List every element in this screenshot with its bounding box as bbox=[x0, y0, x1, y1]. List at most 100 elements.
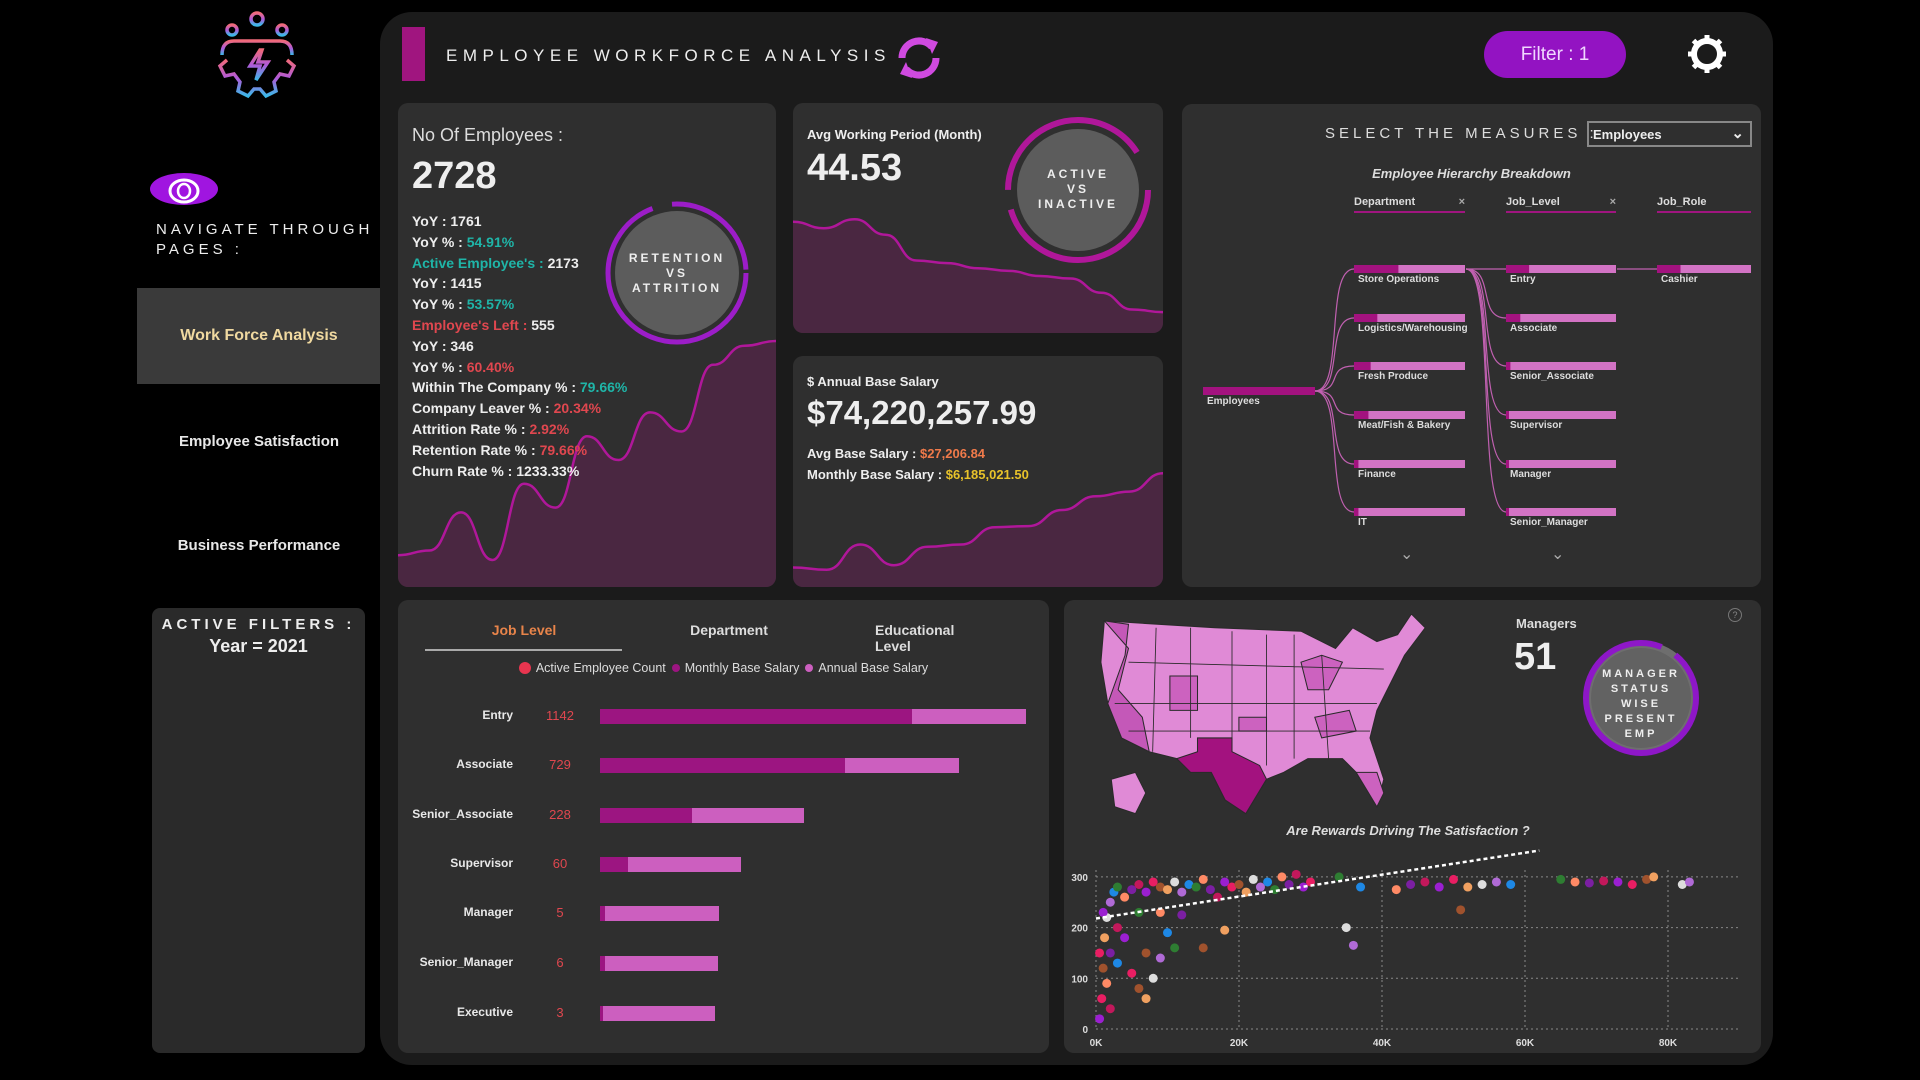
job-level-node-bar bbox=[1506, 508, 1616, 516]
retention-vs-attrition-ring[interactable] bbox=[602, 198, 752, 348]
scatter-point bbox=[1163, 885, 1172, 895]
scatter-point bbox=[1420, 877, 1430, 887]
stat-line: Active Employee's : 2173 bbox=[412, 253, 627, 274]
scatter-point bbox=[1163, 928, 1172, 938]
stat-label: Active Employee's : bbox=[412, 254, 548, 271]
department-node-bar bbox=[1354, 508, 1465, 516]
department-node-bar bbox=[1354, 362, 1465, 370]
refresh-icon[interactable] bbox=[890, 32, 948, 84]
scatter-point bbox=[1100, 933, 1110, 943]
y-tick-label: 200 bbox=[1071, 924, 1088, 935]
stat-line: Company Leaver % : 20.34% bbox=[412, 398, 627, 419]
scatter-plot: 0 100 200 300 0K 20K 40K 60K 80K bbox=[1071, 849, 1739, 1049]
help-icon[interactable]: ? bbox=[1728, 608, 1742, 622]
job-level-node-bar bbox=[1506, 362, 1616, 370]
scatter-point bbox=[1227, 882, 1237, 892]
chevron-down-icon[interactable]: ⌄ bbox=[1551, 546, 1565, 563]
legend-dot-icon bbox=[805, 664, 814, 672]
eye-icon bbox=[150, 173, 218, 205]
nav-work-force-analysis[interactable]: Work Force Analysis bbox=[137, 288, 381, 384]
scatter-point bbox=[1248, 874, 1258, 884]
node-label: IT bbox=[1358, 517, 1367, 528]
hierarchy-tree bbox=[1203, 265, 1751, 516]
salary-value: $74,220,257.99 bbox=[807, 394, 1037, 431]
legend-item[interactable]: Annual Base Salary bbox=[805, 661, 928, 675]
stat-value: 346 bbox=[450, 337, 474, 354]
hierarchy-title: Employee Hierarchy Breakdown bbox=[1372, 166, 1571, 181]
x-tick-label: 20K bbox=[1230, 1038, 1249, 1049]
x-tick-label: 0K bbox=[1090, 1038, 1104, 1049]
job-level-node-fill bbox=[1506, 362, 1511, 370]
scatter-point bbox=[1134, 983, 1144, 993]
job-level-node-fill bbox=[1506, 314, 1521, 322]
manager-status-ring[interactable] bbox=[1579, 636, 1703, 760]
tree-link bbox=[1314, 390, 1355, 513]
annual-salary-bar bbox=[600, 857, 741, 872]
chevron-down-icon: ⌄ bbox=[1731, 125, 1744, 142]
chevron-down-icon[interactable]: ⌄ bbox=[1400, 546, 1414, 563]
scatter-point bbox=[1291, 869, 1301, 879]
scatter-point bbox=[1677, 880, 1687, 890]
filter-button[interactable]: Filter : 1 bbox=[1484, 31, 1626, 78]
stat-value: 2173 bbox=[547, 254, 579, 271]
employee-stats-list: YoY : 1761 YoY % : 54.91% Active Employee'… bbox=[412, 211, 627, 481]
navigate-label: NAVIGATE THROUGH PAGES : bbox=[156, 221, 374, 258]
scatter-point bbox=[1155, 882, 1165, 892]
legend-label: Monthly Base Salary bbox=[684, 661, 800, 675]
scatter-point bbox=[1120, 892, 1130, 902]
scatter-point bbox=[1184, 880, 1194, 890]
tree-link bbox=[1314, 317, 1355, 392]
nav-employee-satisfaction[interactable]: Employee Satisfaction bbox=[178, 432, 340, 450]
tab-job-level[interactable]: Job Level bbox=[491, 622, 557, 638]
department-node-fill bbox=[1354, 265, 1399, 273]
scatter-point bbox=[1449, 874, 1458, 884]
stat-value: 1415 bbox=[450, 275, 482, 292]
job-level-node-fill bbox=[1506, 265, 1530, 273]
legend-item[interactable]: Active Employee Count bbox=[518, 661, 666, 675]
avg-base-salary: Avg Base Salary : $27,206.84 bbox=[807, 446, 986, 461]
measure-dropdown[interactable]: Employees ⌄ bbox=[1587, 121, 1752, 147]
gear-icon[interactable] bbox=[1686, 33, 1728, 75]
column-job-role[interactable]: Job_Role bbox=[1657, 196, 1751, 213]
tree-link bbox=[1465, 268, 1507, 465]
stat-value: 53.57% bbox=[466, 296, 515, 313]
stat-label: Within The Company % : bbox=[412, 379, 580, 396]
scatter-point bbox=[1627, 880, 1637, 890]
scatter-point bbox=[1556, 874, 1566, 884]
scatter-point bbox=[1127, 885, 1137, 895]
scatter-point bbox=[1170, 877, 1180, 887]
active-filters-title: ACTIVE FILTERS : bbox=[161, 616, 356, 633]
node-label: Logistics/Warehousing bbox=[1358, 323, 1468, 334]
stat-value: 1233.33% bbox=[516, 462, 580, 479]
scatter-point bbox=[1570, 877, 1580, 887]
scatter-point bbox=[1177, 910, 1187, 920]
working-period-title: Avg Working Period (Month) bbox=[807, 127, 982, 142]
bar-category-label: Senior_Manager bbox=[419, 955, 513, 969]
stat-label: YoY % : bbox=[412, 296, 467, 313]
node-label: Supervisor bbox=[1510, 420, 1563, 431]
scatter-point bbox=[1391, 885, 1401, 895]
bar-count-label: 1142 bbox=[546, 708, 574, 723]
tab-department[interactable]: Department bbox=[690, 622, 768, 638]
nav-business-performance[interactable]: Business Performance bbox=[177, 536, 341, 554]
sparkline-area bbox=[793, 473, 1163, 587]
root-node-bar bbox=[1203, 387, 1315, 395]
node-label: Meat/Fish & Bakery bbox=[1358, 420, 1451, 431]
scatter-point bbox=[1105, 1004, 1115, 1014]
active-vs-inactive-ring[interactable] bbox=[1003, 115, 1153, 265]
column-job-level[interactable]: Job_Level × bbox=[1506, 196, 1616, 213]
us-map[interactable] bbox=[1094, 614, 1439, 824]
legend-item[interactable]: Monthly Base Salary bbox=[671, 661, 800, 675]
stat-label: Employee's Left : bbox=[412, 316, 532, 333]
stat-value: 2.92% bbox=[529, 420, 570, 437]
scatter-point bbox=[1105, 948, 1115, 958]
column-department[interactable]: Department × bbox=[1354, 196, 1465, 213]
stat-value: 54.91% bbox=[466, 233, 515, 250]
stat-label: YoY % : bbox=[412, 233, 467, 250]
tab-educational-level[interactable]: Educational Level bbox=[875, 622, 955, 654]
job-level-node-bar bbox=[1506, 411, 1616, 419]
salary-title: $ Annual Base Salary bbox=[807, 374, 939, 389]
scatter-point bbox=[1406, 880, 1416, 890]
scatter-point bbox=[1205, 885, 1215, 895]
node-label: Senior_Manager bbox=[1510, 517, 1588, 528]
